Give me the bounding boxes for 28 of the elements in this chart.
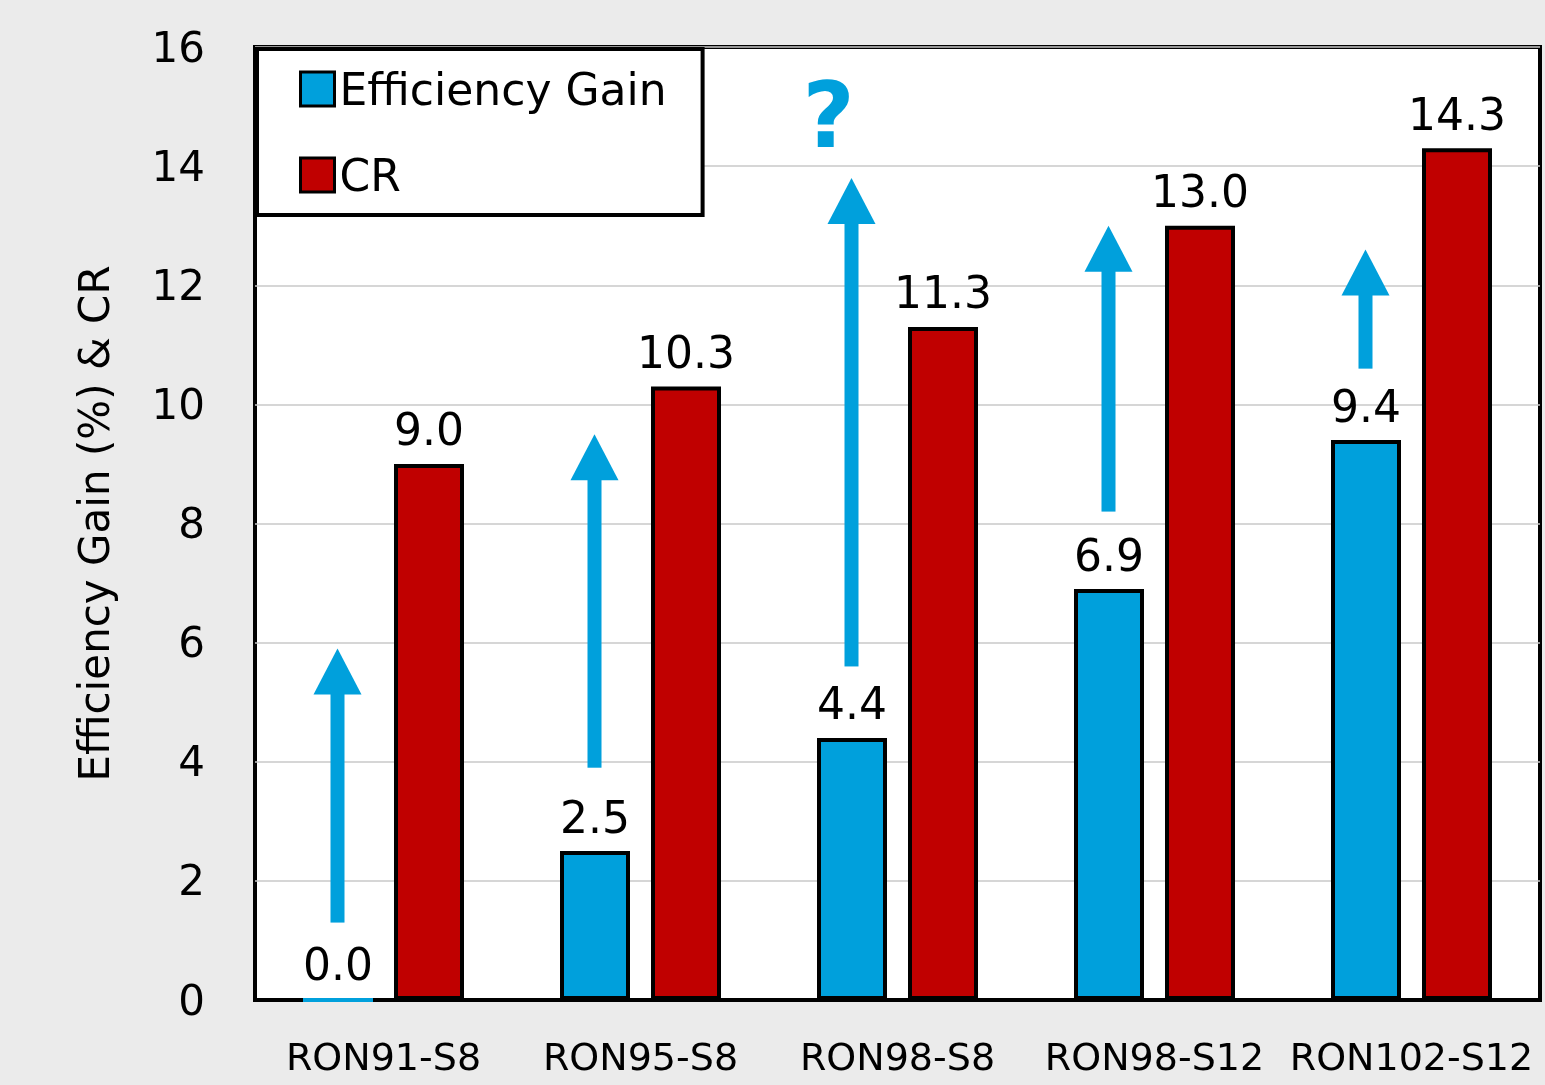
y-axis-title: Efficiency Gain (%) & CR <box>69 265 119 782</box>
y-tick-label: 2 <box>178 856 205 906</box>
data-label: 14.3 <box>1408 88 1506 140</box>
y-tick-label: 10 <box>151 379 205 429</box>
annotation: ? <box>802 62 855 168</box>
data-label: 13.0 <box>1151 166 1249 218</box>
x-tick-label: RON98-S8 <box>799 1035 996 1079</box>
data-label: 6.9 <box>1074 529 1144 581</box>
data-label: 2.5 <box>560 791 630 843</box>
x-tick-label: RON98-S12 <box>1044 1035 1265 1079</box>
y-tick-label: 6 <box>178 618 205 668</box>
data-label: 10.3 <box>637 327 735 379</box>
data-label: 11.3 <box>894 267 992 319</box>
y-tick-label: 14 <box>151 141 205 191</box>
x-tick-label: RON95-S8 <box>542 1035 739 1079</box>
data-label: 9.0 <box>394 404 464 456</box>
x-tick-label: RON102-S12 <box>1289 1035 1534 1079</box>
data-label: 0.0 <box>303 938 373 990</box>
y-tick-label: 16 <box>151 22 205 72</box>
y-tick-label: 8 <box>178 499 205 548</box>
legend-label: Efficiency Gain <box>339 63 667 115</box>
y-tick-label: 4 <box>178 737 205 787</box>
legend-label: CR <box>339 149 401 201</box>
x-tick-label: RON91-S8 <box>285 1035 482 1079</box>
data-label: 4.4 <box>817 678 887 730</box>
y-tick-label: 0 <box>178 975 205 1025</box>
data-label: 9.4 <box>1331 380 1401 432</box>
y-tick-label: 12 <box>151 260 205 310</box>
